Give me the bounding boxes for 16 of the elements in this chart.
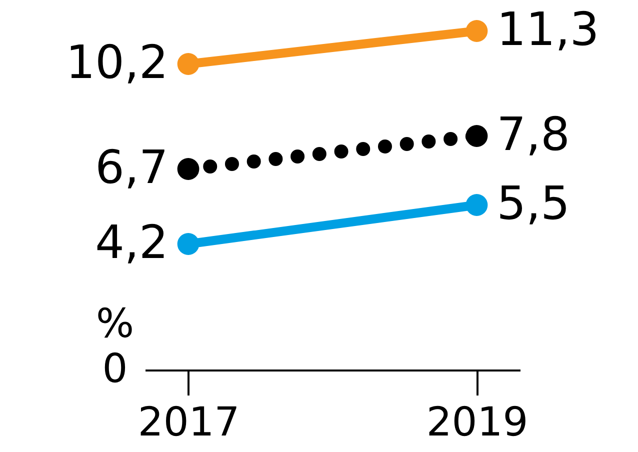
x-tick-label: 2017 (138, 400, 240, 446)
text: 0 (102, 346, 128, 392)
data-label: 5,5 (496, 176, 570, 230)
point (177, 53, 200, 75)
point (177, 158, 200, 180)
point (466, 125, 488, 147)
point (466, 20, 488, 42)
text: % (96, 301, 134, 347)
data-label: 10,2 (66, 35, 168, 89)
x-tick-label: 2019 (426, 400, 528, 446)
data-label: 7,8 (496, 107, 570, 161)
point (466, 194, 488, 216)
data-label: 4,2 (95, 215, 168, 269)
point (177, 233, 200, 255)
data-label: 11,3 (496, 2, 600, 56)
data-label: 6,7 (95, 140, 168, 194)
